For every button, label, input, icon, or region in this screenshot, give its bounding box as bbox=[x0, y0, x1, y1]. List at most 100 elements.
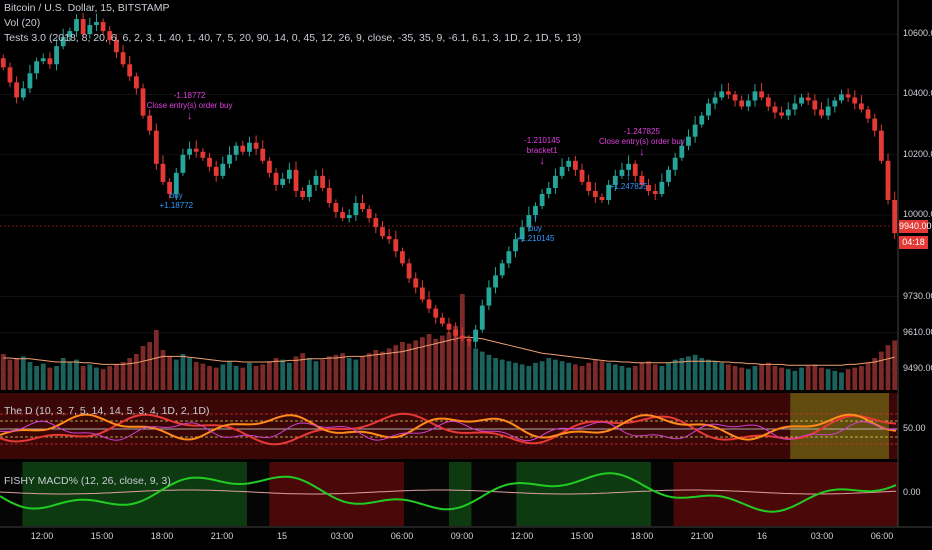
candle-body bbox=[852, 97, 858, 104]
annotation-text: +1.18772 bbox=[159, 200, 194, 210]
candle-body bbox=[94, 22, 99, 26]
volume-bar bbox=[586, 362, 592, 390]
macd-histogram-band bbox=[606, 462, 630, 526]
d-magenta-line bbox=[0, 420, 897, 442]
symbol-title: Bitcoin / U.S. Dollar, 15, BITSTAMP bbox=[4, 2, 170, 14]
candle-body bbox=[765, 97, 771, 107]
volume-bar bbox=[845, 369, 851, 390]
macd-histogram-band bbox=[89, 462, 113, 526]
time-axis-tick: 15:00 bbox=[90, 531, 114, 541]
volume-indicator-label[interactable]: Vol (20) bbox=[4, 17, 41, 29]
annotation-text: +1.210145 bbox=[516, 234, 555, 244]
exit-arrow-icon: ↓ bbox=[539, 154, 545, 167]
volume-bar bbox=[313, 361, 319, 390]
candle-body bbox=[526, 215, 532, 228]
candle-body bbox=[419, 287, 425, 300]
macd-histogram-band bbox=[157, 462, 181, 526]
volume-bar bbox=[300, 353, 306, 390]
candle-body bbox=[619, 169, 625, 176]
strategy-label[interactable]: Tests 3.0 (2018, 8, 20, 6, 6, 2, 3, 1, 4… bbox=[4, 32, 582, 44]
candle-body bbox=[400, 251, 405, 264]
d-indicator-label[interactable]: The D (10, 3, 7, 5, 14, 14, 5, 3, 4, 1D,… bbox=[4, 405, 210, 417]
candle-body bbox=[626, 163, 631, 170]
d-red-line bbox=[0, 412, 897, 446]
volume-bar bbox=[526, 366, 532, 390]
candle-body bbox=[247, 142, 252, 152]
candle-body bbox=[878, 130, 884, 161]
time-axis-tick: 06:00 bbox=[870, 531, 894, 541]
time-axis-tick: 03:00 bbox=[330, 531, 354, 541]
candle-body bbox=[207, 157, 212, 167]
macd-histogram-band bbox=[112, 462, 136, 526]
candle-body bbox=[666, 169, 671, 182]
time-axis-tick: 21:00 bbox=[690, 531, 714, 541]
volume-bar bbox=[320, 359, 326, 390]
candle-body bbox=[366, 209, 372, 219]
volume-bar bbox=[147, 342, 153, 390]
candle-body bbox=[227, 154, 232, 164]
volume-bar bbox=[479, 351, 485, 390]
volume-bar bbox=[0, 354, 6, 390]
volume-bar bbox=[606, 362, 612, 390]
macd-indicator-label[interactable]: FISHY MACD% (12, 26, close, 9, 3) bbox=[4, 475, 171, 487]
candle-body bbox=[193, 148, 199, 152]
volume-bar bbox=[473, 348, 479, 390]
volume-bar bbox=[799, 367, 804, 390]
volume-bar bbox=[666, 362, 671, 390]
candle-body bbox=[513, 239, 518, 252]
macd-line bbox=[0, 472, 897, 513]
candle-body bbox=[27, 73, 33, 89]
candle-body bbox=[406, 263, 412, 279]
d-pane bbox=[0, 393, 898, 459]
volume-bar bbox=[732, 366, 738, 390]
volume-bar bbox=[426, 334, 432, 390]
volume-bar bbox=[499, 359, 505, 390]
volume-bar bbox=[40, 363, 46, 390]
annotation-text: -1.18772 bbox=[173, 90, 206, 100]
macd-histogram-band bbox=[224, 462, 248, 526]
macd-histogram-band bbox=[853, 462, 877, 526]
d-pane-background bbox=[0, 393, 898, 459]
candle-body bbox=[133, 76, 139, 89]
volume-bar bbox=[267, 361, 272, 390]
candle-body bbox=[832, 100, 838, 107]
volume-bar bbox=[679, 358, 685, 390]
candle-body bbox=[346, 215, 352, 219]
volume-bar bbox=[792, 370, 798, 390]
macd-histogram-band bbox=[718, 462, 742, 526]
candle-body bbox=[60, 37, 66, 47]
candle-body bbox=[599, 196, 605, 200]
price-axis-tick: 9730.00 bbox=[903, 290, 932, 301]
candle-body bbox=[533, 206, 538, 216]
volume-bar bbox=[513, 362, 518, 390]
candle-body bbox=[173, 172, 179, 194]
macd-histogram-band bbox=[673, 462, 697, 526]
candle-body bbox=[672, 157, 678, 170]
buy-marker: ↑ buy +1.210145 bbox=[516, 214, 554, 244]
candle-body bbox=[393, 239, 399, 252]
annotation-text: bracket1 bbox=[526, 145, 558, 155]
candle-body bbox=[839, 94, 844, 101]
macd-histogram-band bbox=[179, 462, 203, 526]
candle-body bbox=[745, 100, 751, 107]
volume-bar bbox=[539, 361, 545, 390]
time-axis-tick: 18:00 bbox=[150, 531, 174, 541]
candle-body bbox=[639, 175, 645, 185]
volume-bar bbox=[366, 353, 372, 390]
candle-body bbox=[865, 109, 871, 119]
volume-bar bbox=[346, 358, 352, 390]
volume-bar bbox=[646, 361, 651, 390]
volume-bar bbox=[400, 342, 405, 390]
candle-body bbox=[752, 91, 758, 101]
candle-body bbox=[380, 227, 385, 237]
price-axis-tick: 10000.00 bbox=[903, 209, 932, 220]
annotation-text: buy bbox=[169, 190, 183, 200]
candle-body bbox=[213, 166, 219, 176]
candle-body bbox=[706, 103, 711, 116]
candle-body bbox=[74, 19, 79, 32]
candle-body bbox=[320, 175, 326, 188]
candle-body bbox=[506, 251, 512, 264]
volume-bar bbox=[100, 369, 106, 390]
volume-bar bbox=[612, 364, 618, 390]
